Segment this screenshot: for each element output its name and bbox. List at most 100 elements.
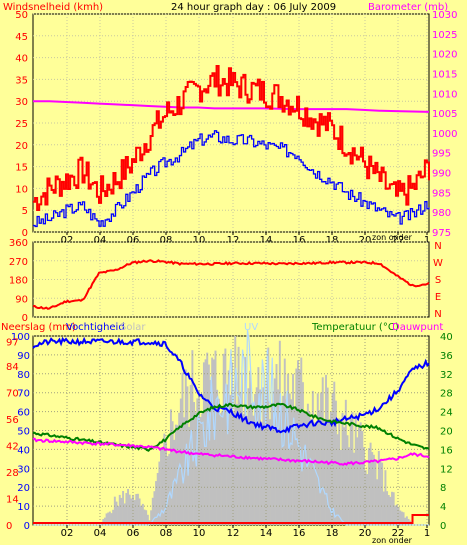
dir-tick-0: 0: [22, 313, 28, 324]
baro-tick-975: 975: [432, 228, 451, 239]
series-barometer: [33, 100, 430, 113]
solar-bar: [231, 362, 233, 525]
temp-tick-12: 12: [440, 464, 453, 475]
solar-bar: [346, 435, 349, 525]
solar-bar: [386, 491, 389, 525]
solar-bar: [257, 367, 260, 525]
solar-bar: [135, 493, 138, 525]
solar-bar: [110, 513, 113, 525]
solar-bar: [239, 392, 242, 525]
solar-bar: [254, 393, 257, 525]
solar-bar: [305, 414, 308, 525]
solar-bar: [179, 398, 182, 525]
x-tick-20: 20: [359, 235, 372, 246]
hum-tick-80: 80: [17, 370, 30, 381]
compass-2: S: [435, 275, 441, 286]
solar-bar: [229, 394, 232, 525]
x-tick-10: 10: [193, 235, 206, 246]
x-tick-08: 08: [160, 235, 173, 246]
wind-tick-35: 35: [15, 75, 28, 86]
solar-bar: [120, 497, 123, 525]
graph-title: 24 hour graph day : 06 July 2009: [171, 2, 336, 13]
solar-bar: [235, 403, 238, 525]
legend-temperatuur: Temperatuur (°C): [311, 322, 399, 333]
solar-bar: [244, 357, 247, 525]
x3-tick-9: 20: [359, 528, 372, 539]
solar-bar: [341, 412, 344, 525]
solar-bar: [156, 472, 159, 525]
series-rain: [33, 514, 429, 524]
solar-bar: [348, 447, 351, 525]
solar-bar: [363, 447, 365, 525]
solar-bar: [153, 491, 156, 525]
temp-tick-8: 8: [440, 483, 446, 494]
solar-bar: [379, 459, 382, 525]
legend-neerslag: Neerslag (mm): [1, 322, 76, 333]
solar-bar: [209, 380, 212, 525]
solar-bar: [103, 517, 106, 525]
solar-bar: [219, 413, 222, 525]
solar-bar: [146, 514, 149, 525]
solar-bar: [391, 491, 393, 525]
solar-bar: [374, 459, 377, 525]
solar-bar: [325, 374, 327, 525]
solar-bar: [232, 412, 235, 525]
solar-bar: [118, 494, 121, 525]
temp-tick-4: 4: [440, 502, 446, 513]
baro-tick-980: 980: [432, 208, 451, 219]
wind-tick-5: 5: [22, 206, 28, 217]
solar-bar: [136, 493, 139, 525]
solar-bar: [318, 410, 321, 525]
wind-tick-10: 10: [15, 184, 28, 195]
solar-bar: [158, 461, 161, 525]
solar-bar: [193, 402, 195, 525]
hum-tick-60: 60: [17, 408, 30, 419]
solar-bar: [292, 373, 294, 525]
solar-bar: [189, 384, 192, 525]
x3-tick-0: 02: [61, 528, 74, 539]
solar-bar: [250, 402, 253, 525]
baro-tick-1030: 1030: [432, 10, 457, 21]
solar-bar: [407, 518, 410, 525]
solar-bar: [216, 389, 219, 525]
solar-bar: [117, 505, 120, 525]
dir-tick-360: 360: [9, 238, 28, 249]
solar-bar: [268, 419, 271, 525]
panel3-x-ticks: 02 04 06 08 10 12 14 16 18 20 22 1: [61, 525, 430, 539]
wind-tick-15: 15: [15, 163, 28, 174]
hum-tick-0: 0: [24, 521, 30, 532]
zon-onder-label-1: zon onder: [372, 233, 413, 242]
solar-bar: [112, 509, 115, 525]
solar-bar: [333, 381, 336, 525]
panel2-grid: [33, 241, 429, 318]
solar-bar: [207, 364, 210, 525]
x3-tick-6: 14: [260, 528, 273, 539]
solar-bar: [283, 358, 286, 525]
x3-tick-3: 08: [160, 528, 173, 539]
solar-bar: [310, 419, 313, 525]
solar-bar: [169, 409, 172, 525]
x-tick-02: 02: [61, 235, 74, 246]
series-humidity: [32, 336, 430, 434]
solar-bar: [141, 503, 144, 525]
wind-tick-20: 20: [15, 141, 28, 152]
solar-bar: [217, 398, 220, 525]
x3-tick-2: 06: [127, 528, 140, 539]
solar-bar: [262, 387, 265, 525]
hum-tick-40: 40: [17, 445, 30, 456]
solar-bar: [125, 493, 128, 525]
solar-bar: [275, 364, 278, 525]
solar-bar: [214, 350, 217, 525]
solar-bar: [196, 398, 199, 525]
x-tick-04: 04: [94, 235, 107, 246]
solar-bar: [265, 379, 268, 525]
solar-bar: [198, 390, 200, 525]
temp-tick-40: 40: [440, 332, 453, 343]
solar-bar: [270, 402, 273, 525]
panel3-series: [32, 336, 430, 524]
solar-bar: [138, 498, 141, 525]
solar-bar: [178, 412, 181, 525]
solar-bar: [277, 389, 280, 525]
solar-bar: [168, 453, 171, 525]
